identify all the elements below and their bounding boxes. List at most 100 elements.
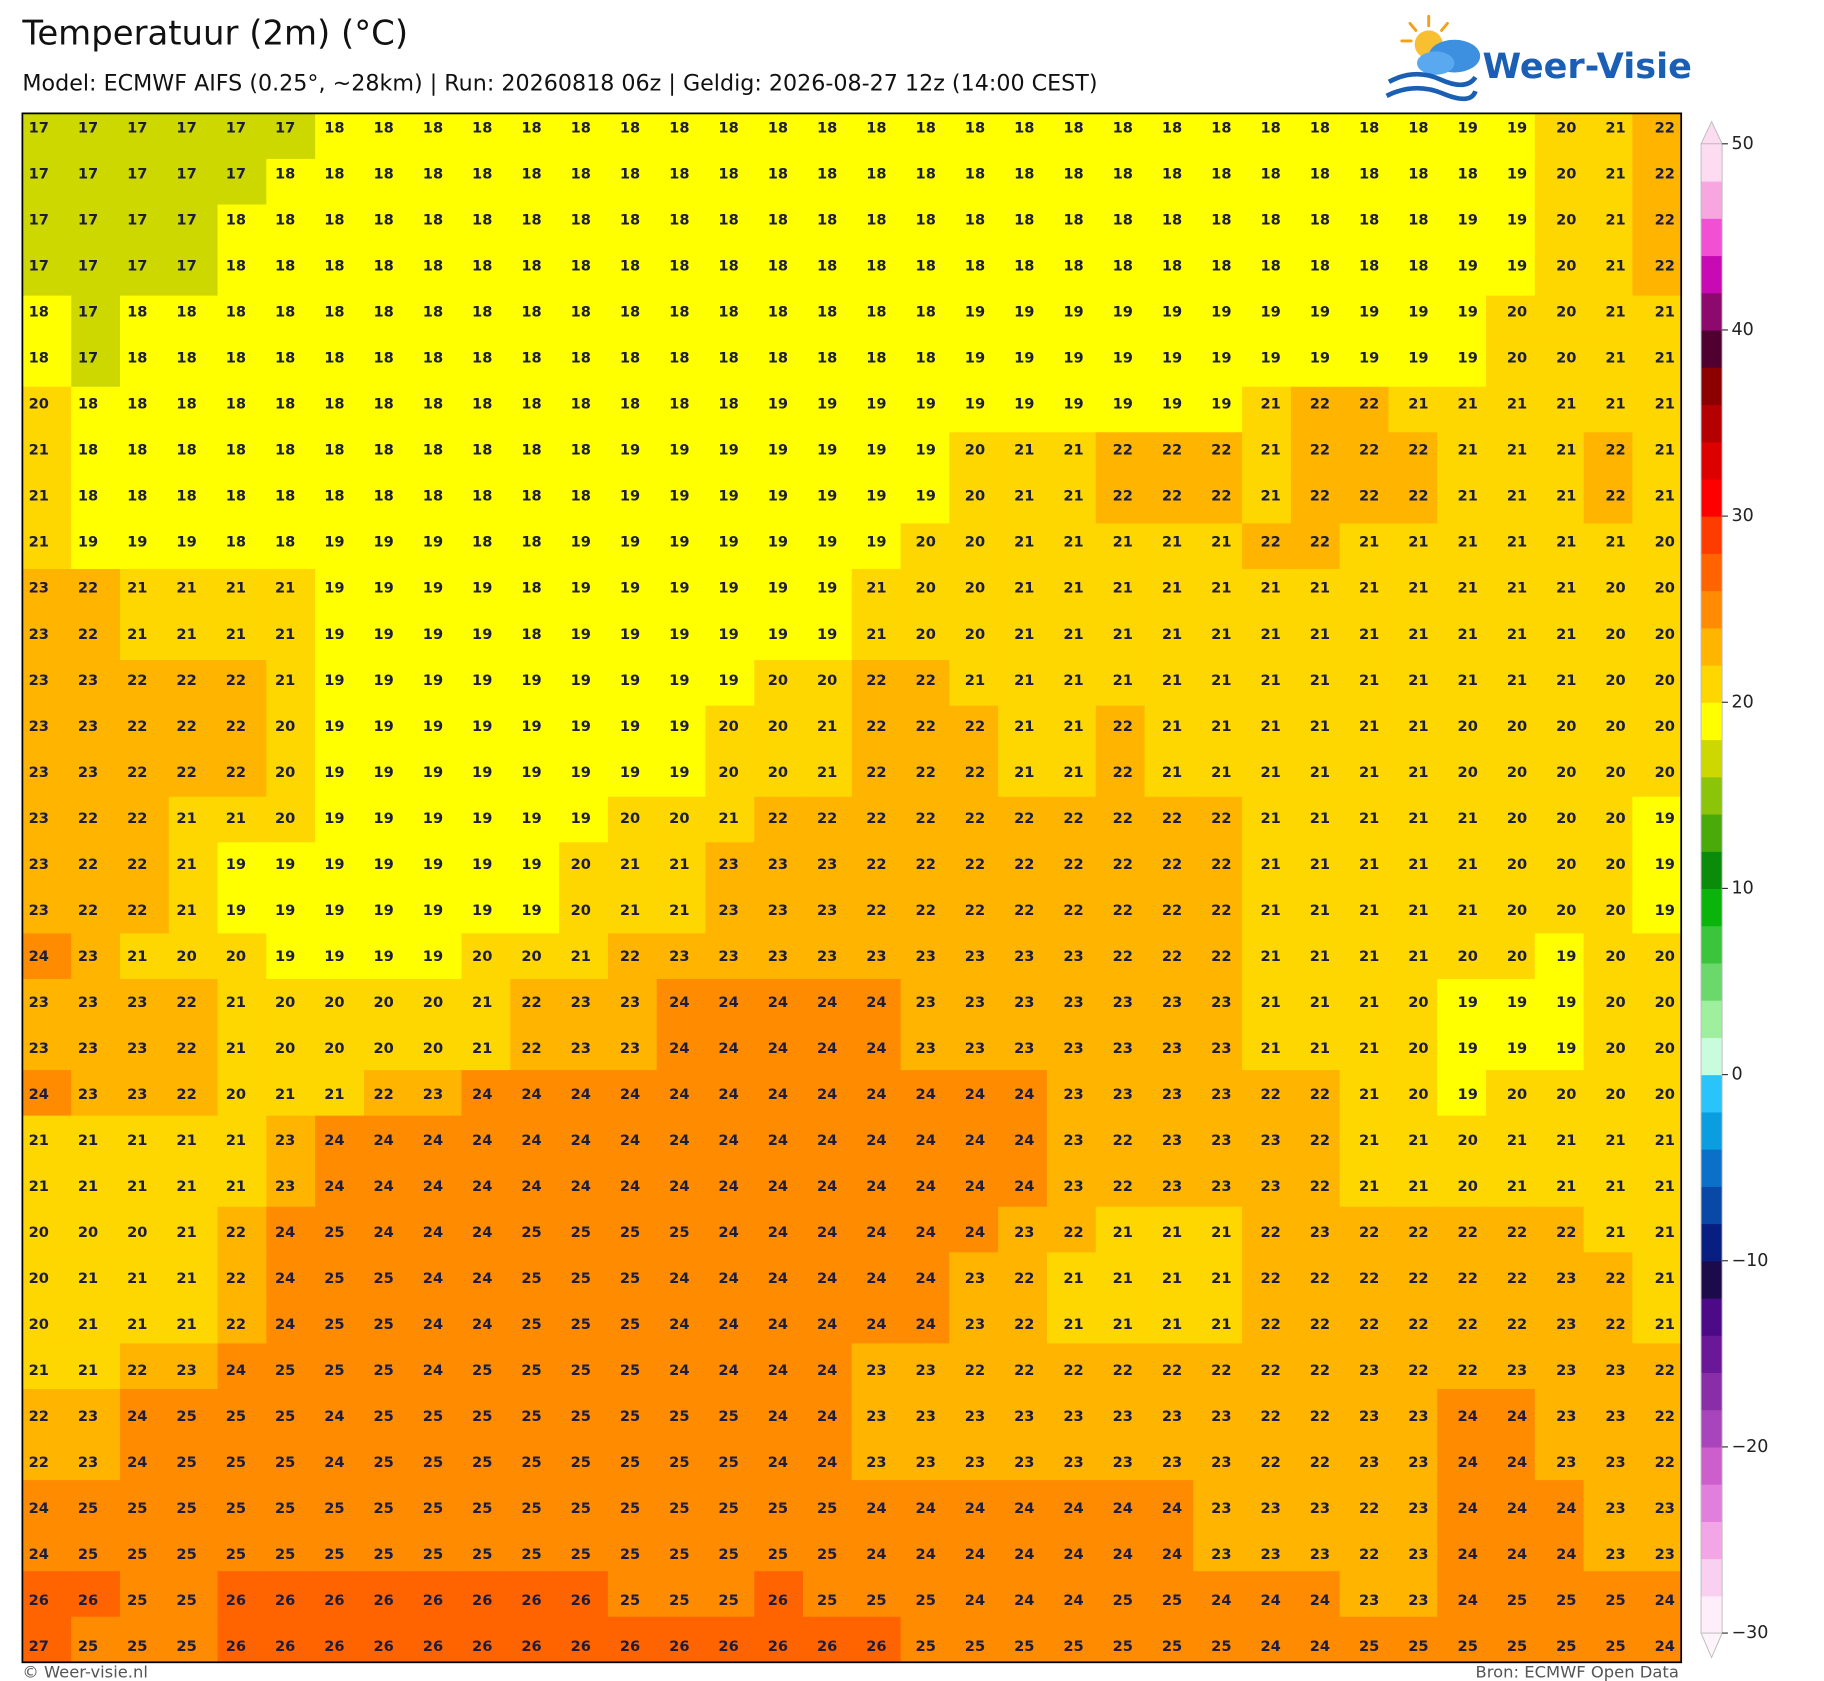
temperature-label: 18 bbox=[965, 120, 985, 137]
temperature-cell bbox=[607, 1297, 658, 1345]
temperature-cell bbox=[266, 978, 316, 1026]
temperature-cell bbox=[315, 751, 365, 798]
temperature-label: 18 bbox=[768, 304, 788, 321]
temperature-label: 17 bbox=[78, 212, 98, 229]
temperature-cell bbox=[559, 113, 609, 160]
temperature-label: 18 bbox=[718, 304, 738, 321]
temperature-cell bbox=[705, 523, 755, 570]
temperature-cell bbox=[363, 1616, 414, 1663]
temperature-cell bbox=[510, 660, 560, 707]
temperature-cell bbox=[656, 1571, 707, 1618]
temperature-cell bbox=[705, 796, 755, 843]
temperature-cell bbox=[656, 1115, 707, 1162]
temperature-label: 18 bbox=[1162, 258, 1182, 275]
temperature-label: 22 bbox=[1260, 534, 1280, 551]
temperature-cell bbox=[1290, 250, 1341, 297]
temperature-cell bbox=[1632, 887, 1682, 935]
temperature-cell bbox=[412, 568, 463, 616]
temperature-label: 24 bbox=[768, 1270, 788, 1287]
temperature-label: 21 bbox=[1310, 902, 1330, 919]
temperature-label: 19 bbox=[472, 672, 492, 689]
temperature-cell bbox=[1242, 933, 1292, 980]
temperature-cell bbox=[900, 341, 951, 388]
temperature-cell bbox=[1193, 842, 1243, 889]
temperature-label: 18 bbox=[275, 212, 295, 229]
temperature-label: 21 bbox=[1605, 1132, 1625, 1149]
temperature-label: 21 bbox=[1260, 442, 1280, 459]
temperature-label: 27 bbox=[29, 1638, 49, 1655]
temperature-label: 25 bbox=[275, 1454, 295, 1471]
temperature-label: 21 bbox=[78, 1270, 98, 1287]
temperature-cell bbox=[1534, 705, 1585, 752]
temperature-cell bbox=[363, 204, 414, 251]
temperature-label: 23 bbox=[718, 856, 738, 873]
temperature-label: 19 bbox=[1359, 350, 1379, 367]
temperature-cell bbox=[1242, 1343, 1292, 1390]
temperature-label: 23 bbox=[1113, 994, 1133, 1011]
temperature-label: 23 bbox=[29, 672, 49, 689]
temperature-cell bbox=[168, 705, 219, 752]
temperature-cell bbox=[71, 614, 121, 661]
temperature-cell bbox=[363, 432, 414, 479]
temperature-cell bbox=[217, 1434, 268, 1481]
temperature-cell bbox=[998, 1388, 1048, 1436]
temperature-label: 19 bbox=[1458, 258, 1478, 275]
temperature-cell bbox=[510, 1206, 560, 1253]
temperature-label: 18 bbox=[472, 258, 492, 275]
temperature-label: 21 bbox=[1408, 626, 1428, 643]
temperature-label: 22 bbox=[1260, 1224, 1280, 1241]
temperature-label: 18 bbox=[1359, 120, 1379, 137]
colorbar-segment bbox=[1701, 1074, 1723, 1113]
temperature-label: 26 bbox=[324, 1592, 344, 1609]
colorbar-segment bbox=[1701, 516, 1723, 554]
temperature-cell bbox=[266, 796, 316, 843]
temperature-cell bbox=[1242, 1525, 1292, 1572]
temperature-label: 19 bbox=[768, 396, 788, 413]
temperature-label: 19 bbox=[620, 626, 640, 643]
temperature-cell bbox=[266, 341, 316, 388]
temperature-label: 24 bbox=[29, 1086, 49, 1103]
temperature-label: 21 bbox=[1605, 120, 1625, 137]
temperature-label: 18 bbox=[866, 304, 886, 321]
temperature-label: 25 bbox=[1556, 1638, 1576, 1655]
map-frame bbox=[21, 112, 1683, 1664]
temperature-label: 21 bbox=[1359, 902, 1379, 919]
temperature-label: 21 bbox=[1655, 396, 1675, 413]
temperature-cell bbox=[1388, 1115, 1438, 1162]
temperature-cell bbox=[656, 751, 707, 798]
temperature-cell bbox=[217, 158, 268, 206]
temperature-label: 24 bbox=[768, 1408, 788, 1425]
temperature-label: 22 bbox=[1310, 1178, 1330, 1195]
temperature-label: 21 bbox=[1507, 580, 1527, 597]
temperature-cell bbox=[315, 1525, 365, 1572]
temperature-cell bbox=[119, 113, 170, 160]
temperature-cell bbox=[1486, 705, 1536, 752]
temperature-label: 20 bbox=[718, 764, 738, 781]
temperature-label: 18 bbox=[718, 212, 738, 229]
temperature-cell bbox=[1242, 295, 1292, 342]
temperature-label: 19 bbox=[324, 580, 344, 597]
temperature-cell bbox=[607, 751, 658, 798]
temperature-label: 21 bbox=[176, 1132, 196, 1149]
temperature-cell bbox=[1095, 1252, 1146, 1299]
temperature-cell bbox=[1339, 250, 1390, 297]
temperature-label: 20 bbox=[965, 626, 985, 643]
temperature-label: 21 bbox=[176, 1224, 196, 1241]
temperature-cell bbox=[412, 204, 463, 251]
temperature-cell bbox=[803, 933, 853, 980]
temperature-label: 21 bbox=[1113, 580, 1133, 597]
temperature-cell bbox=[461, 113, 511, 160]
temperature-cell bbox=[1339, 386, 1390, 433]
temperature-cell bbox=[656, 250, 707, 297]
temperature-label: 22 bbox=[1310, 442, 1330, 459]
temperature-label: 22 bbox=[176, 994, 196, 1011]
temperature-label: 19 bbox=[324, 948, 344, 965]
temperature-cell bbox=[705, 1024, 755, 1071]
temperature-label: 26 bbox=[866, 1638, 886, 1655]
temperature-cell bbox=[363, 1571, 414, 1618]
temperature-label: 19 bbox=[620, 442, 640, 459]
temperature-label: 17 bbox=[78, 304, 98, 321]
temperature-label: 19 bbox=[1458, 1086, 1478, 1103]
temperature-cell bbox=[1046, 1161, 1097, 1208]
temperature-cell bbox=[705, 204, 755, 251]
